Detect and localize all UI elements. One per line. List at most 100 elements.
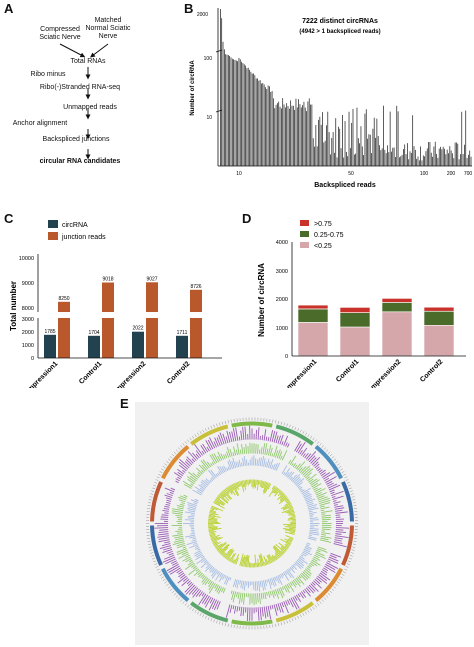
outer-tick [335,583,338,586]
ring-bar [274,463,278,471]
ring-bar [244,554,248,568]
ring-bar [332,495,344,500]
ring-bar [272,463,276,470]
outer-tick [155,479,159,481]
ring-bar [307,473,317,482]
outer-tick [151,490,155,492]
outer-tick [297,615,299,619]
ring-bar [269,429,274,442]
stack-Control1-0.25-0.75 [339,312,371,328]
ring-bar [294,578,301,587]
outer-tick [205,615,207,619]
ring-bar [323,471,335,480]
ring-bar [275,435,279,444]
ring-bar [321,534,327,536]
ring-bar [278,587,284,599]
ring-bar [260,592,263,600]
ring-bar [158,531,169,534]
ring-bar [302,571,310,579]
ring-bar [200,573,205,578]
ring-bar [219,544,230,554]
stack-Control1->0.75 [339,307,371,313]
ring-bar [261,455,265,467]
ring-bar [280,494,286,499]
d-ytick-2000: 2000 [276,297,288,303]
chromosome-band [190,424,229,446]
ring-bar [282,505,293,511]
ring-bar [201,592,205,597]
ring-bar [176,544,186,549]
ring-bar [220,547,229,555]
hist-bar [365,109,367,166]
ring-bar [187,515,195,518]
ring-bar [209,597,214,604]
ring-bar [211,568,216,573]
ring-bar [208,526,218,529]
chromosome-band [150,481,163,522]
hist-bar [414,149,416,166]
ring-bar [244,479,247,487]
ring-bar [287,538,293,542]
ring-bar [219,493,225,498]
ring-bar [231,431,235,442]
ring-bar [304,568,312,575]
ring-bar [286,443,290,448]
ring-bar [307,586,315,594]
outer-tick [338,579,342,581]
ring-bar [308,510,313,513]
value-label: 2022 [132,326,143,332]
outer-tick [197,432,199,436]
ring-bar [176,505,185,508]
hist-bar [243,64,245,166]
outer-tick [184,441,187,444]
outer-tick [289,424,291,428]
ring-bar [285,442,288,447]
ring-bar [295,478,305,486]
hist-bar [302,105,303,166]
ring-bar [188,510,196,513]
ring-bar [312,483,322,489]
ring-bar [200,481,208,488]
ring-bar [243,456,246,466]
ring-bar [179,458,190,469]
hist-bar [376,118,378,166]
hist-bar [381,148,383,166]
ring-bar [305,497,312,502]
outer-tick [331,588,335,591]
d-ytick-1000: 1000 [276,326,288,332]
ring-bar [179,464,187,472]
hist-bar [387,145,388,166]
ring-bar [303,492,310,497]
ring-bar [178,461,189,470]
outer-tick [210,618,213,622]
outer-tick [336,581,340,584]
ring-bar [294,441,301,452]
ring-bar [257,444,259,454]
ring-bar [243,581,246,591]
ring-bar [281,572,285,577]
ring-bar [215,543,223,549]
ring-bar [304,495,312,500]
hist-bar [334,152,335,166]
ring-bar [269,447,273,457]
outer-tick [158,473,161,476]
b-xtick-100: 100 [420,171,429,177]
hist-bar [267,85,269,166]
stack-Compression1-<0.25 [297,322,329,357]
outer-tick [352,502,356,504]
hist-bar [291,105,293,166]
ring-bar [229,577,232,581]
ring-bar [218,586,223,595]
ring-bar [209,454,216,465]
hist-bar [324,140,326,166]
ring-bar [225,436,229,444]
ring-bar [288,512,295,515]
ring-bar [312,558,318,562]
ring-bar [317,496,328,501]
ring-bar [188,567,198,576]
ring-bar [213,453,219,463]
ring-bar [184,511,195,515]
ring-bar [214,499,224,506]
outer-tick [283,422,285,426]
outer-tick [348,557,352,560]
